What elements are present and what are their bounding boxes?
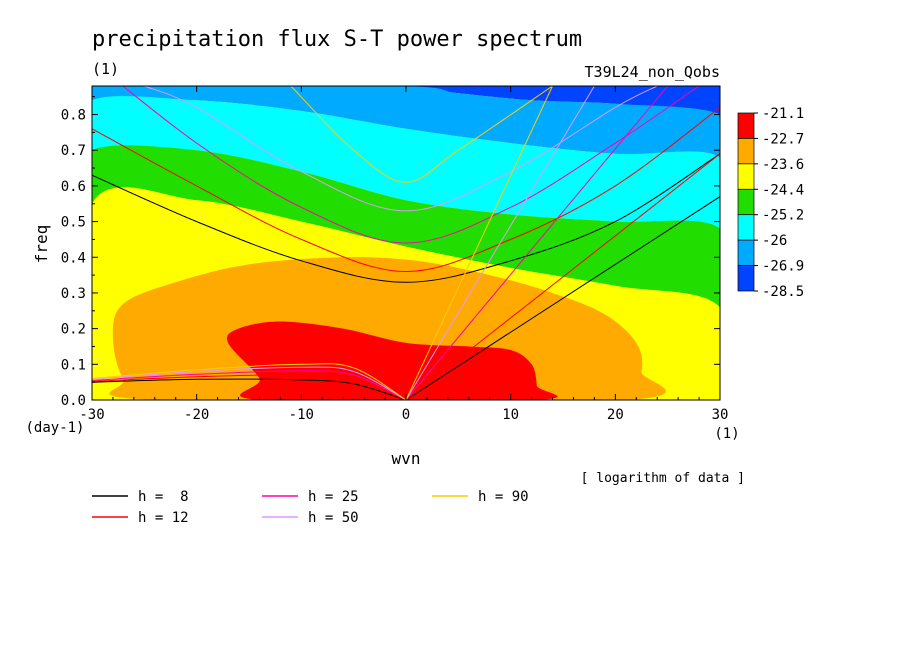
legend-label: h = 50 — [308, 510, 359, 526]
dispersion-ig-h90 — [290, 86, 553, 183]
contour-band-1 — [92, 86, 720, 160]
colorbar-level-label: -22.7 — [762, 131, 804, 147]
colorbar-level-label: -23.6 — [762, 157, 804, 173]
dispersion-ig-h25 — [122, 86, 700, 244]
colorbar-level-label: -26.9 — [762, 259, 804, 275]
chart-title: precipitation flux S-T power spectrum — [92, 27, 582, 52]
colorbar-swatch — [737, 188, 755, 216]
dispersion-mrg-h25 — [92, 370, 407, 400]
legend-entry-2: h = 25 — [262, 489, 359, 505]
x-unit-label: (1) — [714, 426, 739, 442]
x-tick-label: -10 — [289, 407, 314, 423]
x-tick-label: -30 — [79, 407, 104, 423]
legend-label: h = 8 — [138, 489, 189, 505]
dispersion-mrg-h12 — [92, 374, 407, 400]
legend-entry-4: h = 90 — [432, 489, 529, 505]
legend-label: h = 12 — [138, 510, 189, 526]
colorbar-swatch — [737, 265, 755, 292]
legend-entry-0: h = 8 — [92, 489, 189, 505]
x-tick-label: 20 — [607, 407, 624, 423]
y-tick-label: 0.2 — [61, 322, 86, 338]
legend-label: h = 90 — [478, 489, 529, 505]
y-unit-label: (day-1) — [25, 420, 84, 436]
contour-band-2 — [92, 96, 720, 233]
colorbar-swatch — [737, 214, 755, 241]
colorbar-swatch — [737, 163, 755, 190]
y-tick-label: 0.0 — [61, 393, 86, 409]
log-note: [ logarithm of data ] — [581, 471, 745, 486]
y-tick-label: 0.3 — [61, 286, 86, 302]
dispersion-mrg-h90 — [92, 363, 407, 400]
y-tick-label: 0.6 — [61, 179, 86, 195]
dispersion-mrg-h50 — [92, 366, 407, 400]
colorbar-level-label: -26 — [762, 233, 787, 249]
legend-entry-3: h = 50 — [262, 510, 359, 526]
legend-entry-1: h = 12 — [92, 510, 189, 526]
y-axis-label: freq — [32, 225, 51, 264]
colorbar-swatch — [737, 239, 755, 266]
legend-label: h = 25 — [308, 489, 359, 505]
dispersion-kelvin-h12 — [405, 153, 720, 400]
x-tick-label: 0 — [402, 407, 410, 423]
dispersion-ig-h12 — [92, 107, 720, 273]
subtitle-left: (1) — [92, 60, 119, 78]
colorbar-swatch — [737, 112, 755, 139]
y-tick-label: 0.4 — [61, 250, 86, 266]
dispersion-mrg-h8 — [92, 378, 407, 400]
x-tick-label: 10 — [502, 407, 519, 423]
dispersion-kelvin-h50 — [405, 86, 595, 400]
x-tick-label: 30 — [712, 407, 729, 423]
contour-band-0 — [383, 86, 720, 115]
plot-area — [92, 86, 720, 400]
contour-band-3 — [92, 145, 720, 310]
dispersion-kelvin-h25 — [405, 86, 669, 400]
y-tick-label: 0.1 — [61, 357, 86, 373]
dispersion-kelvin-h90 — [405, 86, 553, 400]
dispersion-ig-h50 — [144, 86, 658, 212]
y-tick-label: 0.7 — [61, 143, 86, 159]
subtitle-right: T39L24_non_Qobs — [585, 63, 720, 81]
colorbar-level-label: -24.4 — [762, 182, 804, 198]
y-tick-label: 0.8 — [61, 108, 86, 124]
x-tick-label: -20 — [184, 407, 209, 423]
colorbar-level-label: -21.1 — [762, 106, 804, 122]
colorbar-level-label: -28.5 — [762, 284, 804, 300]
dispersion-kelvin-h8 — [405, 196, 720, 400]
x-axis-label: wvn — [392, 449, 421, 468]
colorbar-swatch — [737, 138, 755, 165]
y-tick-label: 0.5 — [61, 215, 86, 231]
colorbar-level-label: -25.2 — [762, 208, 804, 224]
dispersion-ig-h8 — [92, 153, 720, 283]
